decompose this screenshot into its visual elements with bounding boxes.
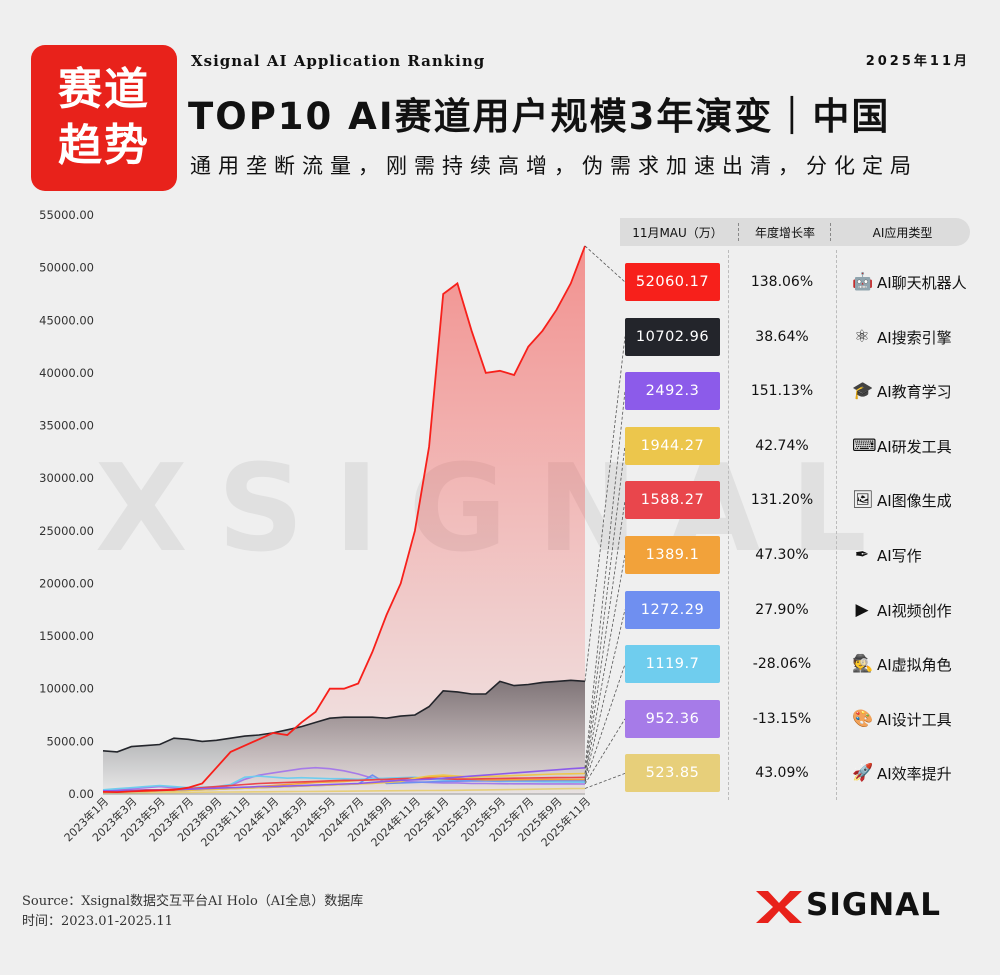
- growth-rate: 43.09%: [755, 765, 809, 782]
- category-label: AI效率提升: [877, 765, 952, 784]
- y-tick-label: 0.00: [68, 787, 94, 801]
- connector-line: [584, 664, 626, 783]
- table-row: 1944.27 42.74% ⌨ AI研发工具: [625, 426, 975, 465]
- table-row: 1389.1 47.30% ✒ AI写作: [625, 536, 975, 574]
- mau-value: 10702.96: [625, 317, 720, 356]
- y-tick-label: 20000.00: [39, 576, 94, 590]
- badge-line-1: 赛道: [58, 64, 150, 115]
- palette-icon: 🎨: [852, 708, 874, 729]
- column-divider: [728, 250, 729, 800]
- y-tick-label: 45000.00: [39, 313, 94, 327]
- logo-x-icon: [756, 891, 802, 923]
- mau-value: 523.85: [625, 754, 720, 793]
- header-mau: 11月MAU（万）: [632, 226, 723, 240]
- category-label: AI写作: [877, 547, 922, 565]
- mau-value: 1588.27: [625, 481, 720, 520]
- growth-rate: 131.20%: [750, 492, 814, 509]
- page-subtitle: 通用垄断流量，刚需持续高增，伪需求加速出清，分化定局: [190, 154, 918, 178]
- code-icon: ⌨: [852, 435, 877, 456]
- atom-icon: ⚛: [854, 326, 870, 347]
- y-tick-label: 5000.00: [46, 734, 94, 748]
- growth-rate: -13.15%: [752, 710, 812, 727]
- connector-line: [584, 336, 626, 682]
- growth-rate: 42.74%: [755, 437, 809, 454]
- category-label: AI搜索引擎: [877, 328, 952, 347]
- series-line: [102, 245, 586, 794]
- period-note: 时间：2023.01-2025.11: [22, 914, 173, 929]
- connector-line: [584, 245, 626, 283]
- image-icon: 🖼: [852, 490, 874, 511]
- connector-line: [584, 773, 626, 789]
- header-growth: 年度增长率: [754, 226, 815, 240]
- rocket-icon: 🚀: [852, 763, 874, 784]
- table-row: 52060.17 138.06% 🤖 AI聊天机器人: [625, 263, 975, 301]
- y-tick-label: 55000.00: [39, 208, 94, 222]
- table-header: 11月MAU（万） 年度增长率 AI应用类型: [620, 218, 970, 246]
- y-tick-label: 35000.00: [39, 419, 94, 433]
- y-tick-label: 40000.00: [39, 366, 94, 380]
- header-divider: [738, 223, 740, 241]
- growth-rate: 47.30%: [755, 547, 809, 563]
- connector-line: [584, 391, 626, 768]
- category-label: AI聊天机器人: [877, 274, 967, 292]
- y-tick-label: 25000.00: [39, 524, 94, 538]
- section-badge: 赛道 趋势: [31, 45, 177, 191]
- category-label: AI视频创作: [877, 601, 952, 620]
- tagline: Xsignal AI Application Ranking: [191, 52, 486, 70]
- series-line: [103, 767, 586, 792]
- growth-rate: -28.06%: [752, 656, 812, 673]
- category-label: AI研发工具: [877, 437, 952, 456]
- column-divider: [836, 250, 837, 800]
- quill-icon: ✒: [854, 545, 870, 565]
- robot-icon: 🤖: [852, 272, 874, 292]
- mau-value: 952.36: [625, 699, 720, 738]
- header-divider: [830, 223, 832, 241]
- table-row: 2492.3 151.13% 🎓 AI教育学习: [625, 372, 975, 411]
- y-tick-label: 10000.00: [39, 682, 94, 696]
- mau-value: 1389.1: [625, 536, 720, 574]
- video-icon: ▶: [855, 599, 869, 620]
- table-row: 1119.7 -28.06% 🕵 AI虚拟角色: [625, 645, 975, 684]
- y-tick-label: 50000.00: [39, 261, 94, 275]
- connector-line: [584, 500, 626, 778]
- connector-line: [584, 445, 626, 774]
- y-tick-label: 30000.00: [39, 471, 94, 485]
- connector-line: [584, 718, 626, 785]
- connector-line: [584, 554, 626, 780]
- growth-rate: 151.13%: [750, 383, 814, 400]
- source-note: Source：Xsignal数据交互平台AI Holo（AI全息）数据库: [22, 894, 364, 909]
- table-row: 952.36 -13.15% 🎨 AI设计工具: [625, 699, 975, 738]
- table-row: 1272.29 27.90% ▶ AI视频创作: [625, 590, 975, 629]
- growth-rate: 27.90%: [755, 601, 809, 618]
- series-area: [103, 245, 585, 794]
- header-category: AI应用类型: [872, 226, 933, 240]
- report-date: 2025年11月: [865, 54, 970, 69]
- series-line: [102, 787, 586, 794]
- page-title: TOP10 AI赛道用户规模3年演变｜中国: [188, 95, 891, 138]
- mau-value: 52060.17: [625, 263, 720, 301]
- category-label: AI虚拟角色: [877, 656, 952, 675]
- table-row: 1588.27 131.20% 🖼 AI图像生成: [625, 481, 975, 520]
- mau-value: 2492.3: [625, 372, 720, 411]
- category-label: AI教育学习: [877, 383, 952, 402]
- mau-value: 1119.7: [625, 645, 720, 684]
- table-row: 523.85 43.09% 🚀 AI效率提升: [625, 754, 975, 793]
- y-tick-label: 15000.00: [39, 629, 94, 643]
- category-label: AI图像生成: [877, 492, 952, 511]
- badge-line-2: 趋势: [58, 120, 150, 171]
- graduation-cap-icon: 🎓: [852, 381, 874, 402]
- spy-icon: 🕵: [852, 654, 874, 675]
- series-area: [103, 680, 585, 794]
- mau-value: 1272.29: [625, 590, 720, 629]
- logo-text: SIGNAL: [806, 887, 941, 923]
- series-line: [102, 679, 586, 753]
- growth-rate: 138.06%: [750, 274, 814, 290]
- mau-value: 1944.27: [625, 426, 720, 465]
- growth-rate: 38.64%: [755, 328, 809, 345]
- table-row: 10702.96 38.64% ⚛ AI搜索引擎: [625, 317, 975, 356]
- connector-line: [584, 609, 626, 781]
- category-label: AI设计工具: [877, 710, 952, 729]
